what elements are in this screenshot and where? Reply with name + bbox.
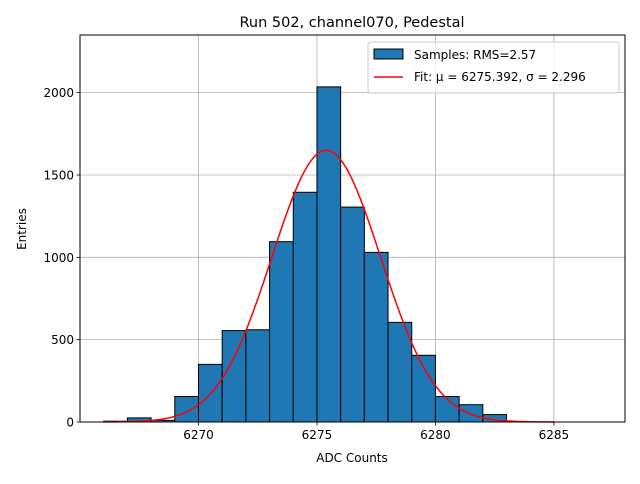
y-axis-label: Entries	[15, 208, 29, 250]
histogram-bar	[363, 251, 389, 423]
y-tick-label: 500	[51, 333, 74, 347]
y-tick-label: 0	[66, 416, 74, 430]
gaussian-fit-line	[103, 149, 554, 423]
legend: Samples: RMS=2.57 Fit: μ = 6275.392, σ =…	[367, 41, 620, 94]
x-tick-label: 6280	[420, 428, 451, 442]
legend-label-fit: Fit: μ = 6275.392, σ = 2.296	[414, 70, 586, 84]
histogram-bar	[269, 241, 294, 423]
histogram-bar	[174, 395, 199, 423]
x-tick-label: 6270	[183, 428, 214, 442]
x-axis-label: ADC Counts	[316, 451, 388, 465]
legend-label-samples: Samples: RMS=2.57	[414, 48, 536, 62]
legend-box	[367, 41, 620, 94]
fit-curve-layer	[103, 149, 554, 423]
histogram-bar	[434, 395, 460, 423]
x-tick-label: 6275	[302, 428, 333, 442]
histogram-bar	[387, 321, 413, 423]
y-tick-label: 2000	[43, 86, 74, 100]
axes-frame	[79, 34, 626, 423]
y-tick-label: 1000	[43, 251, 74, 265]
axis-ticks: 6270 6275 6280 6285 0 500 1000 1500 2000	[43, 86, 569, 442]
histogram-bar	[292, 191, 318, 423]
histogram-bar	[411, 354, 436, 423]
histogram-bar	[221, 330, 247, 423]
legend-swatch-samples	[373, 48, 404, 60]
x-tick-label: 6285	[539, 428, 570, 442]
histogram-bar	[316, 86, 342, 423]
chart-title: Run 502, channel070, Pedestal	[239, 15, 464, 31]
y-tick-label: 1500	[43, 168, 74, 182]
histogram-bar	[340, 206, 365, 423]
histogram-bar	[245, 329, 271, 423]
